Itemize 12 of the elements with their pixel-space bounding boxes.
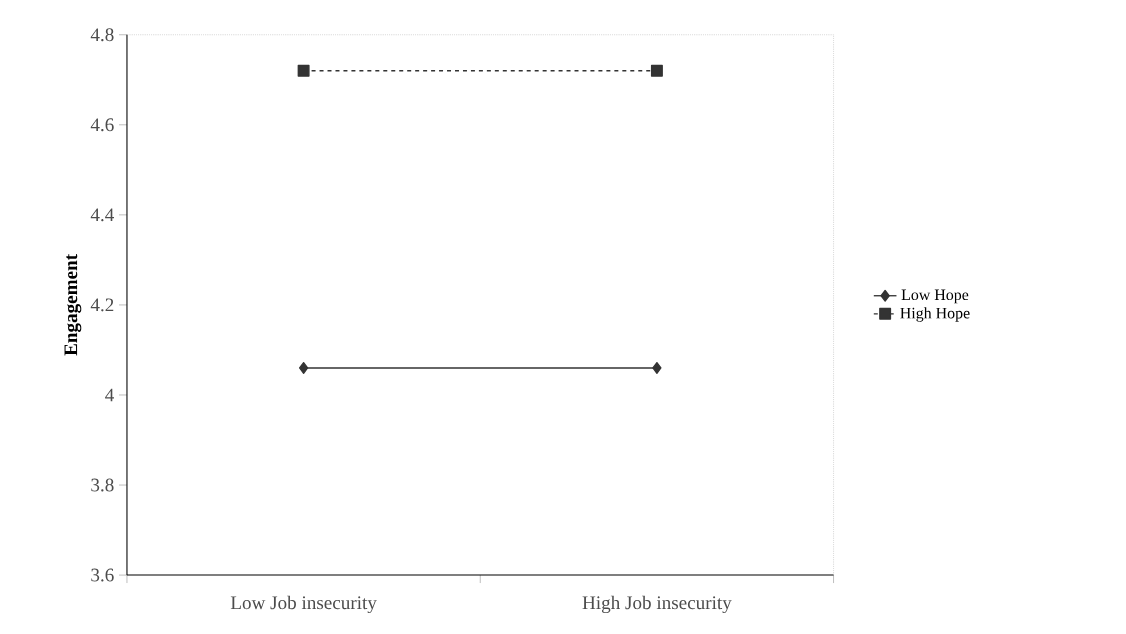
y-tick-label: 4.6 — [90, 118, 114, 132]
y-tick-label: 4.8 — [90, 28, 114, 42]
y-axis-title: Engagement — [64, 254, 82, 356]
legend-label: High Hope — [900, 307, 970, 322]
y-tick-label: 4 — [105, 388, 115, 402]
y-tick-label: 4.4 — [90, 208, 115, 222]
y-tick-label: 3.6 — [91, 568, 114, 582]
y-tick-label: 4.2 — [90, 298, 114, 312]
legend-label: Low Hope — [901, 289, 969, 304]
x-tick-label: Low Job insecurity — [230, 595, 377, 614]
x-tick-label: High Job insecurity — [582, 595, 732, 614]
y-tick-label: 3.8 — [91, 478, 114, 492]
